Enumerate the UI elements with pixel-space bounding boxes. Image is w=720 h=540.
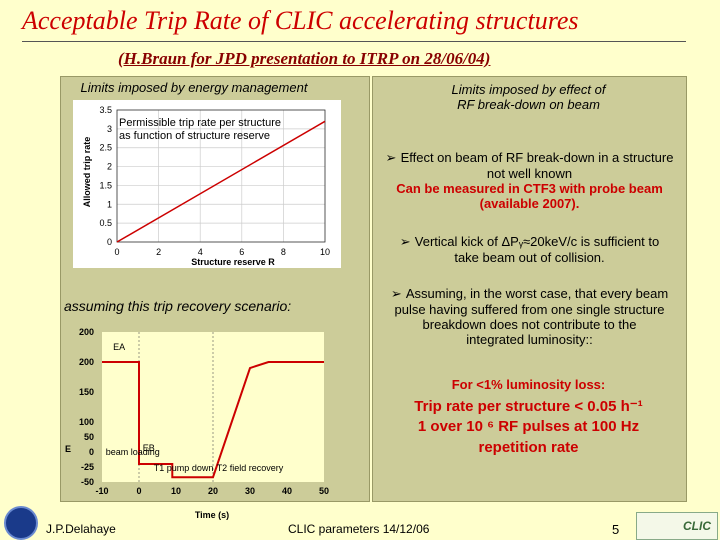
y-tick-label: 0 <box>107 237 112 247</box>
chart2-annotation: EA <box>113 342 125 352</box>
y-tick-label: 1 <box>107 199 112 209</box>
trip-rate-result: Trip rate per structure < 0.05 h⁻¹ <box>414 398 643 415</box>
recovery-line <box>102 361 324 479</box>
x-tick-label: 0 <box>114 247 119 257</box>
x-tick-label: 6 <box>239 247 244 257</box>
scenario-text: assuming this trip recovery scenario: <box>64 298 292 314</box>
y-tick-label: -25 <box>81 462 94 472</box>
x-tick-label: 30 <box>245 486 255 496</box>
y-tick-label: 3.5 <box>99 105 112 115</box>
y-tick-label: 200 <box>79 357 94 367</box>
y-tick-label: 3 <box>107 124 112 134</box>
bullet-vertical-kick: ➢ Vertical kick of ΔPᵧ≈20keV/c is suffic… <box>399 234 660 265</box>
trip-rate-chart: 0 2 4 6 8 10 0 0.5 1 1.5 2 2.5 3 3.5 Structure reserv… <box>73 100 341 268</box>
x-tick-label: 10 <box>171 486 181 496</box>
luminosity-loss-label: For <1% luminosity loss: <box>451 377 606 392</box>
chart2-annotation: beam loading <box>106 447 160 457</box>
chart2-annotation: T1 pump down <box>154 463 214 473</box>
chart2-y-label: E <box>65 444 71 454</box>
pulses-result: 1 over 10 ⁶ RF pulses at 100 Hz <box>417 418 640 435</box>
right-panel <box>372 76 687 502</box>
repetition-rate: repetition rate <box>478 439 579 456</box>
x-tick-label: 8 <box>281 247 286 257</box>
arrow-bullet-icon: ➢ <box>399 235 415 250</box>
y-tick-label: 2.5 <box>99 143 112 153</box>
footer-author: J.P.Delahaye <box>46 522 116 536</box>
chart2-annotation: T2 field recovery <box>217 463 284 473</box>
trip-rate-line <box>116 120 326 243</box>
x-tick-label: 0 <box>136 486 141 496</box>
y-tick-label: 200 <box>79 327 94 337</box>
x-tick-label: 50 <box>319 486 329 496</box>
y-tick-label: 1.5 <box>99 180 112 190</box>
y-tick-label: 150 <box>79 387 94 397</box>
y-tick-label: -50 <box>81 477 94 487</box>
slide-subtitle: (H.Braun for JPD presentation to ITRP on… <box>118 49 491 68</box>
x-tick-label: 2 <box>156 247 161 257</box>
arrow-bullet-icon: ➢ <box>390 287 406 302</box>
plot-frame <box>116 109 326 243</box>
y-tick-label: 50 <box>84 432 94 442</box>
plot-area <box>102 332 324 482</box>
left-heading: Limits imposed by energy management <box>80 80 308 95</box>
chart1-x-label: Structure reserve R <box>191 257 275 267</box>
x-tick-label: 40 <box>282 486 292 496</box>
slide-title: Acceptable Trip Rate of CLIC acceleratin… <box>22 6 579 35</box>
x-tick-label: 20 <box>208 486 218 496</box>
chart2-annotation: EB <box>143 443 155 453</box>
cern-logo-icon <box>4 506 38 540</box>
chart1-caption-line2: as function of structure reserve <box>119 130 270 142</box>
page-number: 5 <box>612 522 620 537</box>
title-divider <box>22 41 686 42</box>
x-tick-label: -10 <box>95 486 108 496</box>
recovery-scenario-chart: -10 0 10 20 30 40 50 -50 -25 0 50 100 150 200 200 Time… <box>65 327 329 520</box>
y-tick-label: 0 <box>89 447 94 457</box>
y-tick-label: 100 <box>79 417 94 427</box>
x-tick-label: 4 <box>198 247 203 257</box>
chart2-x-label: Time (s) <box>195 510 229 520</box>
bullet-breakdown-effect: ➢ Effect on beam of RF break-down in a s… <box>385 150 674 211</box>
y-tick-label: 0.5 <box>99 218 112 228</box>
footer-event: CLIC parameters 14/12/06 <box>288 522 430 536</box>
right-heading: Limits imposed by effect of RF break-dow… <box>451 82 606 112</box>
arrow-bullet-icon: ➢ <box>385 151 401 166</box>
bullet-worst-case: ➢ Assuming, in the worst case, that ever… <box>390 286 669 347</box>
x-tick-label: 10 <box>320 247 330 257</box>
clic-logo: CLIC <box>636 512 718 540</box>
chart1-y-label: Allowed trip rate <box>82 137 92 208</box>
chart1-caption-line1: Permissible trip rate per structure <box>119 117 281 129</box>
y-tick-label: 2 <box>107 162 112 172</box>
